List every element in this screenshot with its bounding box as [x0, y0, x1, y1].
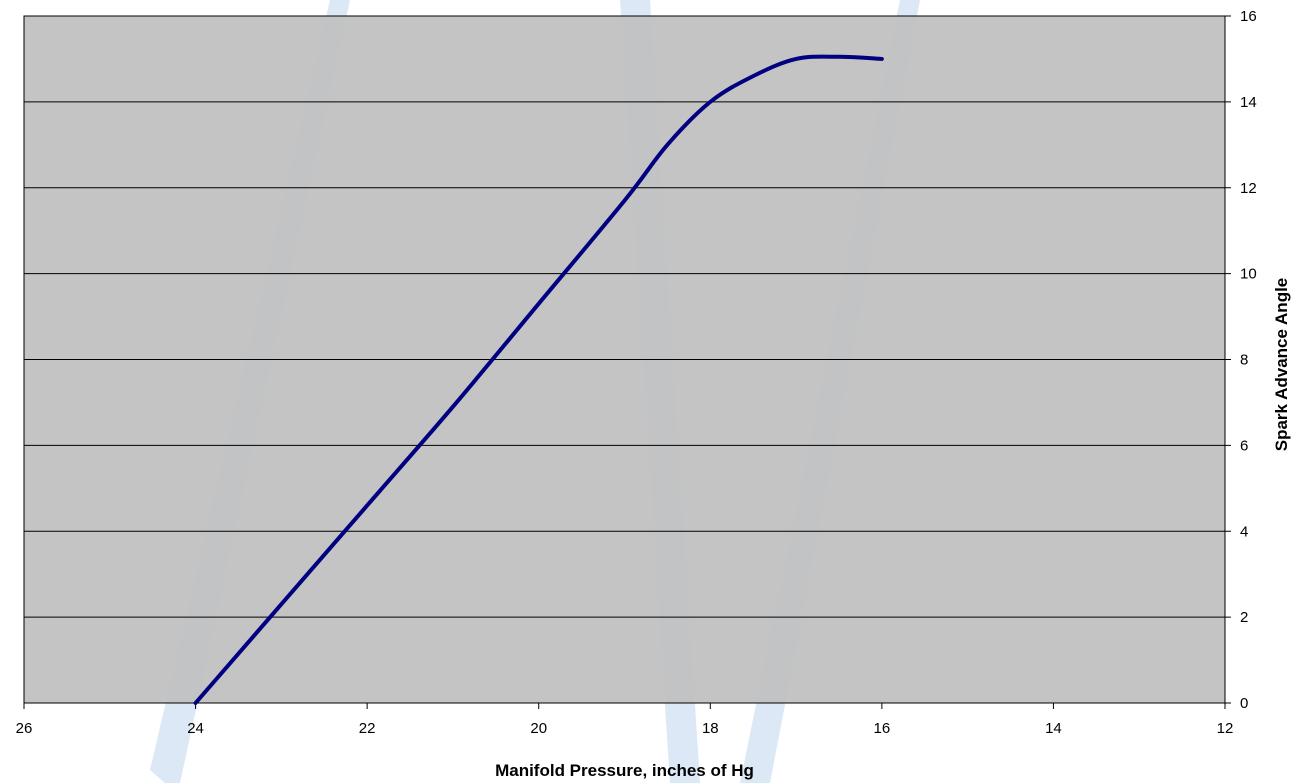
x-tick-label: 16	[874, 720, 891, 737]
x-tick-label: 14	[1045, 720, 1062, 737]
x-tick-label: 24	[187, 720, 204, 737]
x-tick-label: 18	[702, 720, 719, 737]
series-line	[193, 54, 884, 705]
y-tick-label: 14	[1240, 94, 1257, 111]
y-tick-label: 4	[1240, 523, 1248, 540]
y-tick-label: 6	[1240, 437, 1248, 454]
x-tick-labels: 26 24 22 20 18 16 14 12	[16, 720, 1234, 737]
y-tick-label: 10	[1240, 266, 1257, 283]
y-tick-label: 0	[1240, 695, 1248, 712]
x-tick-label: 20	[530, 720, 547, 737]
y-tick-label: 2	[1240, 609, 1248, 626]
x-tick-label: 26	[16, 720, 33, 737]
tick-marks	[23, 15, 1231, 709]
y-tick-labels: 0 2 4 6 8 10 12 14 16	[1240, 8, 1257, 712]
x-tick-label: 12	[1217, 720, 1234, 737]
y-tick-label: 16	[1240, 8, 1257, 25]
x-tick-label: 22	[359, 720, 376, 737]
y-tick-label: 8	[1240, 352, 1248, 369]
y-axis-title: Spark Advance Angle	[1272, 278, 1291, 452]
x-axis-title: Manifold Pressure, inches of Hg	[495, 761, 754, 780]
gridlines	[24, 15, 1225, 704]
y-tick-label: 12	[1240, 180, 1257, 197]
